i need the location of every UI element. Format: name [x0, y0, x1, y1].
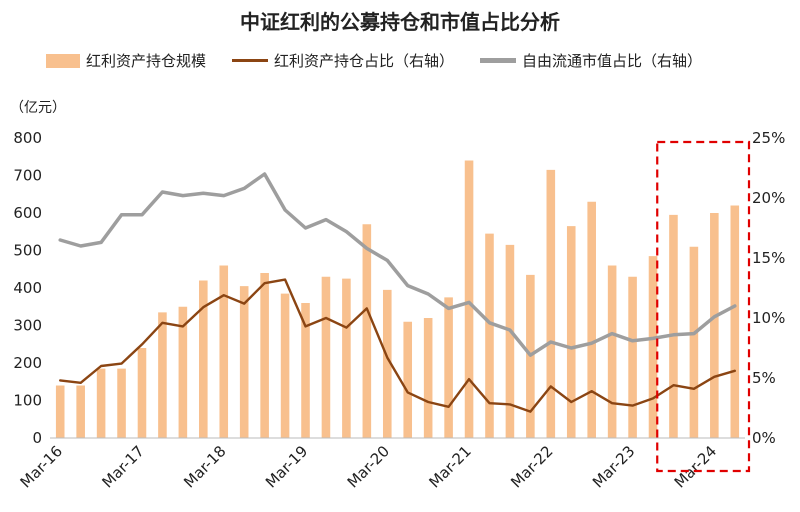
bar-holding-size — [628, 276, 637, 438]
legend-item-float-cap-ratio: 自由流通市值占比（右轴） — [480, 50, 702, 71]
y-left-tick-label: 600 — [13, 204, 42, 222]
y-left-tick-label: 100 — [13, 392, 42, 410]
x-tick-label: Mar-23 — [589, 442, 638, 491]
legend: 红利资产持仓规模 红利资产持仓占比（右轴） 自由流通市值占比（右轴） — [46, 50, 702, 71]
bar-holding-size — [730, 205, 740, 438]
bar-holding-size — [648, 256, 658, 438]
x-tick-label: Mar-17 — [98, 442, 147, 491]
y-axis-unit-label: （亿元） — [10, 100, 66, 116]
line-holding-ratio — [59, 278, 736, 413]
y-left-tick-label: 200 — [13, 354, 42, 372]
y-left-tick-label: 700 — [13, 167, 42, 185]
legend-item-holding-ratio: 红利资产持仓占比（右轴） — [232, 50, 454, 71]
legend-item-holding-size: 红利资产持仓规模 — [46, 50, 206, 71]
legend-label-float-cap-ratio: 自由流通市值占比（右轴） — [522, 52, 703, 70]
bar-holding-size — [239, 286, 249, 438]
legend-label-holding-ratio: 红利资产持仓占比（右轴） — [274, 52, 455, 70]
legend-label-holding-size: 红利资产持仓规模 — [86, 52, 207, 70]
bar-holding-size — [199, 280, 208, 438]
y-right-tick-label: 25% — [752, 129, 785, 147]
chart-title: 中证红利的公募持仓和市值占比分析 — [240, 10, 560, 34]
highlight-box — [656, 140, 751, 473]
bar-holding-size — [546, 169, 556, 438]
bar-holding-size — [689, 246, 699, 438]
bar-holding-size — [362, 224, 372, 438]
y-left-tick-label: 300 — [13, 317, 42, 335]
y-right-tick-label: 10% — [752, 309, 785, 327]
x-tick-label: Mar-18 — [180, 442, 229, 491]
bar-holding-size — [382, 289, 392, 438]
bar-holding-size — [485, 233, 494, 438]
bar-holding-size — [464, 160, 474, 438]
bar-holding-size — [76, 385, 85, 438]
x-tick-label: Mar-16 — [17, 442, 66, 491]
bar-holding-size — [423, 318, 433, 438]
bar-holding-size — [158, 312, 167, 438]
y-left-tick-label: 0 — [32, 429, 42, 447]
x-tick-label: Mar-22 — [507, 442, 556, 491]
bar-holding-size — [137, 348, 147, 438]
bar-holding-size — [342, 278, 351, 438]
bar-holding-size — [669, 214, 678, 438]
line-float-cap-ratio — [58, 172, 737, 357]
bar-holding-size — [117, 368, 126, 438]
y-right-tick-label: 15% — [752, 249, 785, 267]
bar-holding-size — [219, 265, 229, 438]
bar-holding-size — [321, 276, 331, 438]
bar-holding-size — [301, 303, 310, 438]
bar-holding-size — [178, 306, 188, 438]
bar-holding-size — [710, 213, 719, 438]
bar-holding-size — [280, 293, 290, 438]
bar-holding-size — [260, 273, 269, 438]
bar-holding-size — [505, 244, 515, 438]
x-tick-label: Mar-24 — [671, 442, 720, 491]
y-left-tick-label: 500 — [13, 242, 42, 260]
y-right-tick-label: 20% — [752, 189, 785, 207]
y-right-tick-label: 0% — [752, 429, 776, 447]
bar-holding-size — [55, 385, 65, 438]
x-tick-label: Mar-21 — [425, 442, 474, 491]
bar-holding-size — [566, 226, 576, 438]
y-right-tick-label: 5% — [752, 369, 776, 387]
y-left-tick-label: 800 — [13, 129, 42, 147]
bar-holding-size — [587, 201, 596, 438]
bar-holding-size — [96, 368, 106, 438]
bar-holding-size — [444, 297, 453, 438]
x-tick-label: Mar-20 — [344, 442, 393, 491]
legend-swatch-line-brown — [232, 59, 269, 62]
y-left-tick-label: 400 — [13, 279, 42, 297]
legend-swatch-line-gray — [480, 58, 517, 63]
legend-swatch-bar — [46, 53, 80, 68]
x-tick-label: Mar-19 — [262, 442, 311, 491]
bar-holding-size — [403, 321, 413, 438]
bar-holding-size — [607, 265, 617, 438]
